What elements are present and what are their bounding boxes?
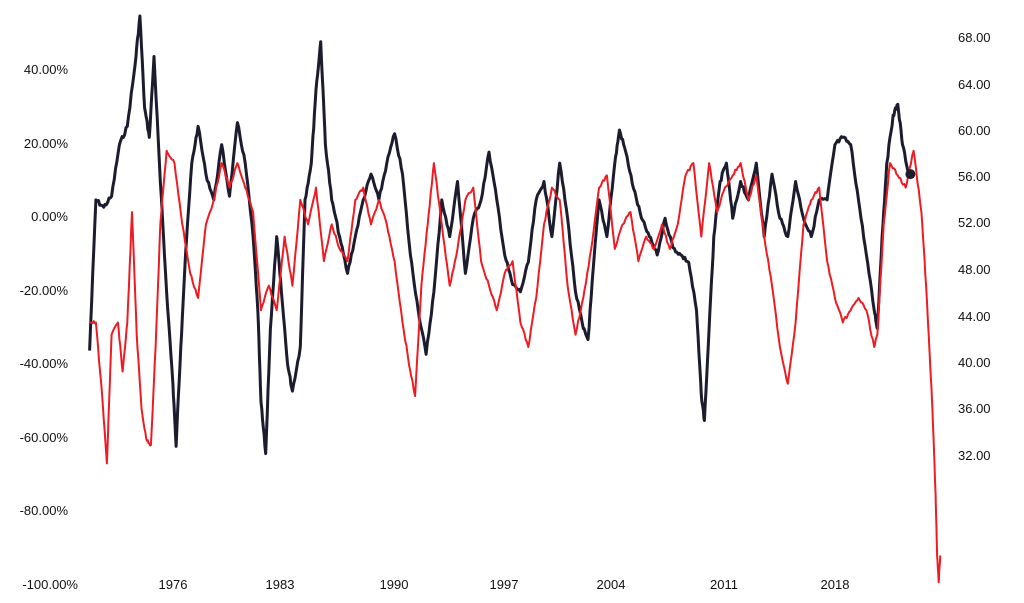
y2-tick-label: 44.00 xyxy=(958,309,991,324)
left-axis: 40.00% 20.00% 0.00% -20.00% -40.00% -60.… xyxy=(20,62,79,592)
y-tick-label: 0.00% xyxy=(31,209,68,224)
series-end-marker xyxy=(905,169,916,180)
x-tick-label: 1983 xyxy=(266,577,295,592)
x-tick-label: 1997 xyxy=(490,577,519,592)
x-tick-label: 2011 xyxy=(710,577,738,592)
y-tick-label: 40.00% xyxy=(24,62,69,77)
y2-tick-label: 60.00 xyxy=(958,123,991,138)
x-tick-label: 1990 xyxy=(380,577,409,592)
x-tick-label: 2004 xyxy=(597,577,626,592)
x-axis: 1976 1983 1990 1997 2004 2011 2018 xyxy=(159,577,850,592)
y2-tick-label: 56.00 xyxy=(958,169,991,184)
y2-tick-label: 32.00 xyxy=(958,448,991,463)
y-tick-label: -100.00% xyxy=(22,577,78,592)
y-tick-label: -80.00% xyxy=(20,503,69,518)
y2-tick-label: 48.00 xyxy=(958,262,991,277)
y2-tick-label: 52.00 xyxy=(958,215,991,230)
y2-tick-label: 36.00 xyxy=(958,401,991,416)
plot-area xyxy=(88,14,942,584)
y-tick-label: -40.00% xyxy=(20,356,69,371)
right-axis: 68.00 64.00 60.00 56.00 52.00 48.00 44.0… xyxy=(958,30,991,463)
series-line-dark xyxy=(88,14,911,456)
y-tick-label: -60.00% xyxy=(20,430,69,445)
series-line-red xyxy=(89,149,942,584)
y2-tick-label: 68.00 xyxy=(958,30,991,45)
x-tick-label: 1976 xyxy=(159,577,188,592)
y-tick-label: -20.00% xyxy=(20,283,69,298)
y2-tick-label: 64.00 xyxy=(958,77,991,92)
x-tick-label: 2018 xyxy=(821,577,850,592)
y2-tick-label: 40.00 xyxy=(958,355,991,370)
y-tick-label: 20.00% xyxy=(24,136,69,151)
